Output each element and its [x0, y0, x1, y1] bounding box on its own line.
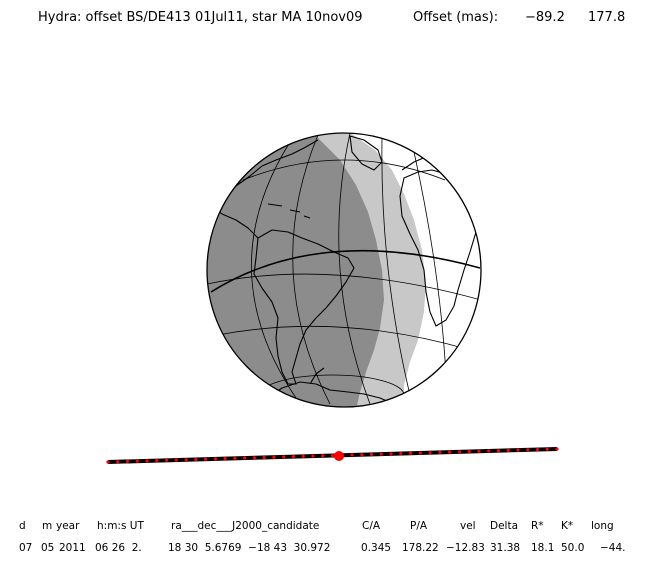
track-tick: [252, 456, 256, 460]
col-header-vel: vel: [460, 520, 476, 532]
track-tick: [487, 449, 491, 453]
track-tick: [223, 457, 227, 461]
shadow-zone: [207, 133, 384, 407]
globe-outline: [206, 132, 482, 408]
col-header-month: m: [42, 520, 53, 532]
track-tick: [526, 448, 530, 452]
meridian-line: [413, 151, 447, 376]
track-tick: [360, 453, 364, 457]
track-tick: [311, 454, 315, 458]
value-year: 2011: [59, 542, 86, 554]
south-america-coast: [253, 229, 355, 385]
greenland-coast: [349, 135, 383, 171]
track-tick: [457, 450, 461, 454]
col-header-year: year: [56, 520, 80, 532]
col-header-rstar: R*: [531, 520, 544, 532]
track-tick: [321, 454, 325, 458]
value-day: 07: [19, 542, 33, 554]
track-tick: [438, 450, 442, 454]
track-tick: [477, 449, 481, 453]
track-tick: [243, 456, 247, 460]
value-vel: −12.83: [446, 542, 485, 554]
offset-y-value: 177.8: [588, 10, 626, 25]
meridian-line: [251, 141, 297, 399]
col-header-delta: Delta: [490, 520, 519, 532]
track-tick: [145, 459, 149, 463]
equator-line: [210, 249, 481, 293]
track-tick: [282, 455, 286, 459]
graticule: [207, 133, 481, 405]
offset-label: Offset (mas):: [413, 10, 499, 25]
track-tick: [291, 455, 296, 459]
page-title: Hydra: offset BS/DE413 01Jul11, star MA …: [38, 10, 363, 25]
track-tick: [213, 457, 217, 461]
track-tick: [448, 450, 452, 454]
col-header-long: long: [591, 520, 614, 532]
track-tick: [496, 449, 500, 453]
track-tick: [555, 447, 559, 451]
col-header-pa: P/A: [410, 520, 428, 532]
header-bar: Hydra: offset BS/DE413 01Jul11, star MA …: [0, 10, 645, 32]
track-tick: [204, 457, 208, 461]
col-header-ca: C/A: [362, 520, 381, 532]
track-tick: [409, 451, 413, 455]
track-tick: [506, 448, 510, 452]
value-coords: 18 30 5.6769 −18 43 30.972: [168, 542, 331, 554]
antarctic-peninsula: [309, 367, 325, 385]
value-kstar: 50.0: [561, 542, 585, 554]
track-tick: [428, 451, 432, 455]
track-tick: [389, 452, 393, 456]
col-header-coords: ra___dec___J2000_candidate: [171, 520, 320, 532]
value-month: 05: [41, 542, 55, 554]
track-tick: [106, 460, 110, 464]
track-tick: [116, 460, 120, 464]
occultation-track: [106, 447, 559, 464]
value-time: 06 26 2.: [95, 542, 142, 554]
track-tick: [545, 447, 549, 451]
track-tick: [535, 448, 540, 452]
track-tick: [272, 455, 276, 459]
track-tick: [330, 453, 335, 458]
col-header-time: h:m:s UT: [97, 520, 144, 532]
track-tick: [174, 458, 178, 462]
offset-x-value: −89.2: [525, 10, 565, 25]
value-long: −44.: [600, 542, 626, 554]
track-tick: [369, 452, 374, 456]
antarctica-coast: [267, 381, 395, 405]
track-tick: [301, 454, 305, 458]
track-tick: [350, 453, 354, 457]
value-delta: 31.38: [490, 542, 521, 554]
track-tick: [194, 457, 198, 462]
value-ca: 0.345: [361, 542, 392, 554]
closest-approach-marker: [334, 451, 344, 461]
globe: [206, 132, 482, 408]
track-tick: [467, 449, 471, 454]
latitude-line: [207, 273, 481, 301]
meridian-line: [292, 134, 331, 405]
caribbean-islands: [267, 203, 311, 219]
track-tick: [135, 459, 139, 463]
latitude-line: [217, 325, 471, 351]
col-header-kstar: K*: [561, 520, 574, 532]
track-tick: [418, 451, 422, 455]
col-header-day: d: [19, 520, 26, 532]
track-tick: [125, 459, 130, 463]
track-tick: [262, 455, 266, 460]
coastlines: [211, 135, 477, 405]
track-tick: [399, 451, 403, 456]
meridian-line: [381, 137, 411, 396]
track-tick: [516, 448, 520, 452]
track-tick: [184, 458, 188, 462]
meridian-line: [338, 133, 371, 405]
track-tick: [379, 452, 383, 456]
value-rstar: 18.1: [531, 542, 555, 554]
data-table: d m year h:m:s UT ra___dec___J2000_candi…: [0, 512, 645, 562]
value-pa: 178.22: [402, 542, 439, 554]
track-tick: [233, 456, 237, 460]
track-tick: [155, 459, 159, 463]
track-tick: [165, 458, 169, 462]
